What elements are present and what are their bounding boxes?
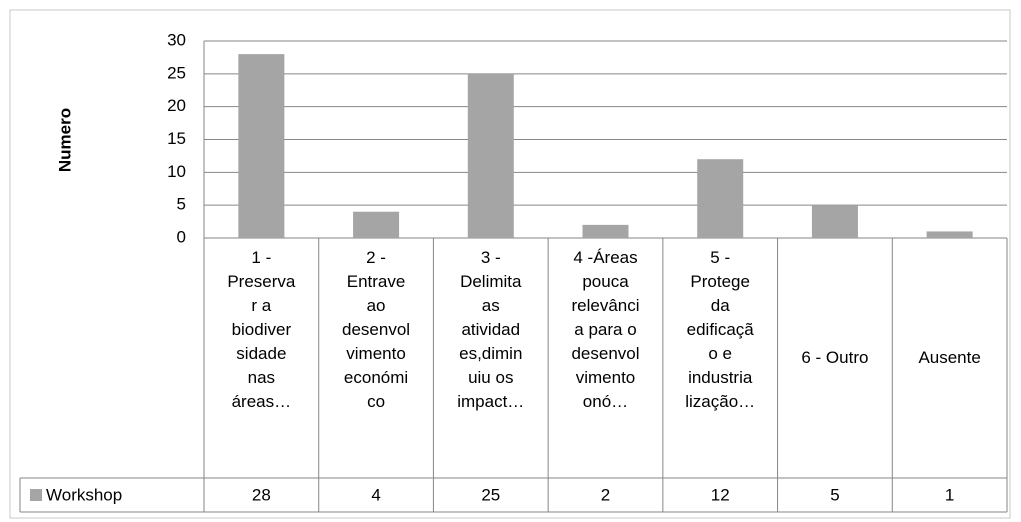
table-value: 12 — [711, 485, 730, 504]
y-tick-label: 5 — [177, 195, 186, 214]
bar — [353, 211, 400, 238]
x-tick-label: 6 - Outro — [801, 348, 869, 367]
table-value: 5 — [830, 485, 839, 504]
y-tick-label: 30 — [167, 30, 186, 49]
y-tick-label: 15 — [167, 129, 186, 148]
x-tick-label: 2 - Entrave ao desenvol vimento económi … — [342, 248, 411, 411]
x-tick-label: 1 - Preserva r a biodiver sidade nas áre… — [227, 248, 296, 411]
bar — [697, 159, 744, 238]
table-value: 4 — [371, 485, 380, 504]
y-tick-label: 25 — [167, 63, 186, 82]
y-tick-label: 20 — [167, 96, 186, 115]
y-axis-label: Numero — [55, 108, 74, 172]
bar — [582, 224, 629, 238]
table-value: 1 — [945, 485, 954, 504]
chart-border — [9, 9, 1011, 519]
legend-swatch — [30, 489, 42, 501]
y-tick-label: 0 — [177, 227, 186, 246]
bar — [811, 205, 858, 238]
x-tick-label: 4 -Áreas pouca relevânci a para o desenv… — [571, 248, 640, 411]
x-tick-label: 5 - Protege da edificaçã o e industria l… — [685, 248, 756, 411]
x-tick-label: 3 - Delimita as atividad es,dimin uiu os… — [457, 248, 525, 411]
table-value: 28 — [252, 485, 271, 504]
table-value: 2 — [601, 485, 610, 504]
legend-label: Workshop — [46, 485, 122, 504]
bar — [467, 73, 514, 238]
x-tick-label: Ausente — [918, 348, 981, 367]
bar — [238, 54, 285, 239]
bar — [926, 231, 973, 238]
table-value: 25 — [481, 485, 500, 504]
y-tick-label: 10 — [167, 162, 186, 181]
